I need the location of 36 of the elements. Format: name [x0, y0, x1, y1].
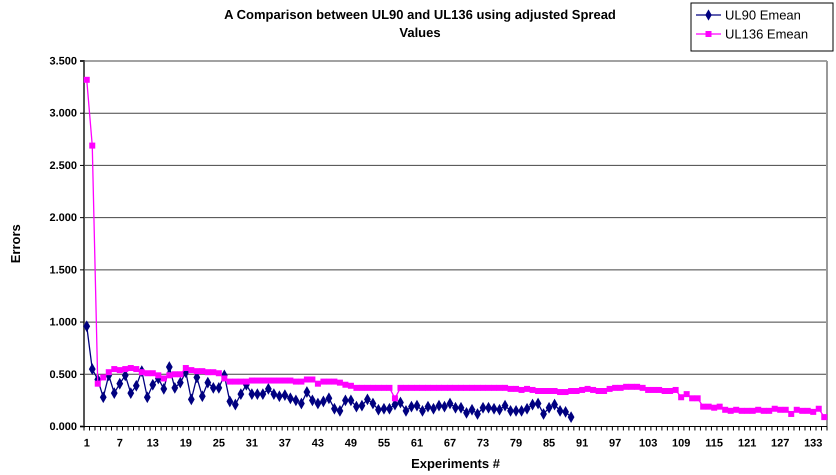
- x-tick-label: 13: [146, 437, 159, 450]
- x-tick-label: 37: [278, 437, 292, 450]
- y-tick-label: 3.000: [49, 108, 77, 120]
- x-tick-label: 91: [576, 437, 588, 450]
- y-tick-label: 1.500: [49, 264, 77, 276]
- x-tick-label: 55: [378, 437, 390, 450]
- y-tick-label: 3.500: [49, 56, 77, 68]
- x-tick-label: 109: [672, 437, 690, 450]
- x-tick-label: 7: [116, 437, 123, 450]
- x-tick-label: 103: [638, 437, 658, 450]
- x-tick-label: 19: [180, 437, 192, 450]
- y-tick-label: 2.000: [49, 212, 77, 224]
- x-tick-label: 25: [212, 437, 225, 450]
- x-tick-label: 121: [738, 437, 756, 450]
- x-tick-label: 97: [608, 437, 622, 450]
- x-tick-label: 67: [444, 437, 456, 450]
- x-tick-label: 79: [510, 437, 522, 450]
- x-tick-label: 85: [542, 437, 556, 450]
- x-tick-label: 115: [705, 437, 724, 450]
- y-axis-title: Errors: [8, 224, 23, 264]
- x-tick-label: 43: [312, 437, 324, 450]
- x-tick-label: 1: [84, 437, 90, 450]
- y-tick-label: 0.000: [49, 421, 77, 434]
- x-tick-label: 127: [771, 437, 790, 450]
- x-tick-label: 31: [246, 437, 258, 450]
- x-tick-label: 61: [410, 437, 424, 450]
- y-tick-label: 0.500: [49, 368, 77, 381]
- y-tick-label: 2.500: [49, 160, 77, 172]
- legend-label: UL136 Emean: [725, 26, 808, 42]
- x-axis-title: Experiments #: [411, 456, 501, 471]
- chart-title: A Comparison between UL90 and UL136 using adjusted Spread Values: [224, 7, 616, 40]
- x-tick-label: 49: [344, 437, 358, 450]
- x-tick-label: 73: [476, 437, 490, 450]
- legend-label: UL90 Emean: [725, 8, 801, 22]
- y-tick-label: 1.000: [49, 316, 77, 329]
- x-tick-label: 133: [804, 437, 822, 450]
